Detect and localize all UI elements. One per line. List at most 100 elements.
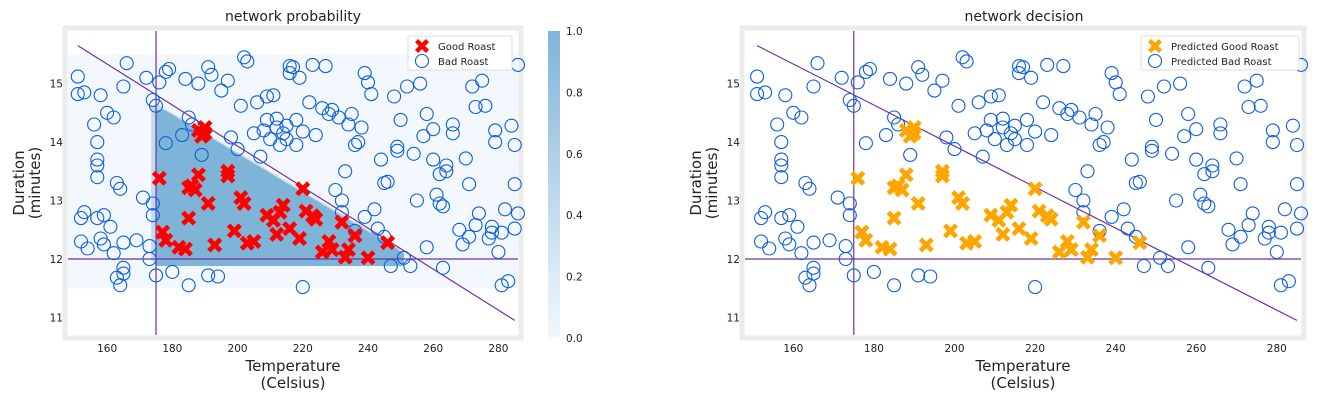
good-point	[858, 232, 874, 248]
bad-point	[419, 240, 434, 255]
bad-point	[778, 88, 793, 103]
colorbar: 0.0 0.2 0.4 0.6 0.8 1.0	[548, 26, 583, 345]
bad-point	[158, 64, 173, 79]
x-tick-label: 160	[97, 343, 117, 355]
bad-point	[145, 208, 160, 223]
bad-point	[432, 196, 447, 211]
good-point	[197, 120, 213, 135]
bad-point	[435, 199, 451, 214]
bad-point	[510, 206, 526, 221]
bad-point	[1273, 278, 1288, 293]
bad-point	[96, 208, 111, 223]
y-tick-label: 15	[727, 79, 740, 91]
good-point	[308, 211, 324, 227]
bad-point	[842, 196, 857, 211]
bad-point	[328, 182, 343, 198]
bad-point	[1285, 118, 1300, 133]
bad-point	[794, 246, 809, 261]
bad-point	[979, 123, 994, 138]
bad-point	[750, 69, 765, 84]
good-point	[200, 196, 216, 211]
good-point	[898, 167, 914, 183]
bad-point	[184, 117, 199, 132]
good-point	[380, 235, 396, 251]
legend-bad-marker	[1147, 53, 1163, 69]
bad-point	[139, 70, 154, 85]
bad-point	[806, 235, 821, 250]
bad-point	[891, 117, 906, 132]
bad-point	[967, 126, 982, 141]
bad-point	[882, 71, 898, 86]
bad-point	[1289, 137, 1305, 153]
bad-point	[409, 193, 424, 208]
bad-point	[774, 158, 789, 173]
bad-point	[77, 205, 92, 220]
bad-point	[887, 278, 902, 293]
bad-point	[373, 152, 389, 167]
bad-point	[1084, 117, 1099, 132]
bad-point	[419, 106, 434, 122]
bad-point	[351, 135, 366, 150]
bad-point	[1221, 222, 1236, 237]
bad-point	[289, 112, 304, 127]
x-tick-label: 280	[488, 343, 508, 355]
bad-point	[295, 280, 310, 295]
bad-point	[774, 152, 789, 167]
probability-panel: 160 180 200 220 240 260 280 11 12 13 14 15 Temperatu…	[10, 9, 526, 392]
bad-point	[971, 95, 986, 110]
bad-point	[491, 244, 506, 260]
good-point	[158, 232, 174, 248]
bad-point	[1173, 76, 1188, 91]
bad-point	[178, 71, 193, 86]
bad-point	[822, 233, 837, 248]
bad-point	[1257, 231, 1272, 246]
bad-point	[923, 269, 938, 284]
bad-point	[1160, 258, 1176, 274]
bad-point	[429, 187, 444, 202]
bad-point	[259, 89, 274, 104]
good-point	[886, 210, 902, 226]
bad-point	[475, 73, 490, 88]
bad-point	[762, 241, 777, 256]
bad-point	[1241, 218, 1256, 233]
good-point	[292, 231, 307, 246]
bad-point	[866, 264, 881, 279]
bad-point	[774, 211, 789, 226]
good-point	[906, 120, 922, 135]
bad-point	[175, 128, 190, 143]
bad-point	[90, 135, 105, 150]
bad-point	[341, 117, 356, 132]
bad-point	[129, 233, 144, 248]
heatmap-high-region	[156, 109, 405, 267]
bad-point	[1040, 57, 1055, 72]
x-tick-label: 240	[358, 343, 378, 355]
chart-title: network probability	[225, 9, 361, 25]
bad-point	[321, 106, 336, 122]
bad-point	[802, 181, 817, 196]
bad-point	[357, 66, 372, 81]
x-tick-label: 240	[1106, 343, 1126, 355]
bad-point	[806, 260, 821, 275]
good-point	[1108, 250, 1124, 266]
bad-point	[778, 231, 793, 246]
bad-point	[1289, 177, 1305, 192]
bad-point	[927, 83, 942, 98]
good-point	[269, 226, 285, 242]
x-axis-label-unit: (Celsius)	[991, 374, 1056, 392]
bad-point	[1189, 122, 1204, 137]
good-point	[934, 168, 950, 184]
chart-title: network decision	[964, 9, 1083, 25]
bad-point	[266, 88, 281, 103]
bad-point	[1181, 106, 1196, 122]
plot-frame	[739, 25, 1307, 341]
bad-point	[1028, 124, 1043, 139]
bad-point	[770, 117, 785, 132]
y-tick-label: 13	[727, 196, 740, 208]
bad-point	[204, 67, 219, 82]
bad-point	[806, 79, 821, 94]
good-point	[334, 214, 350, 230]
bad-point	[1144, 139, 1159, 154]
bad-point	[148, 268, 164, 283]
bad-point	[1201, 260, 1216, 275]
bad-point	[1293, 206, 1309, 221]
